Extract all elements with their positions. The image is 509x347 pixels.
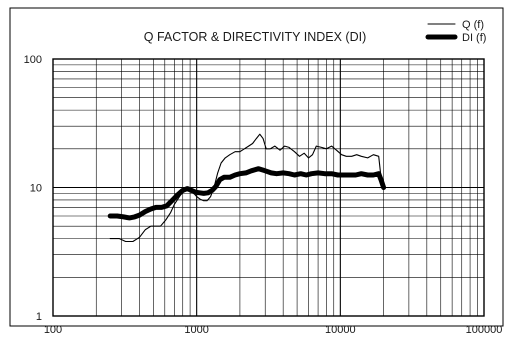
plot-area-border [52, 58, 485, 317]
chart-title: Q FACTOR & DIRECTIVITY INDEX (DI) [144, 30, 366, 44]
x-tick-label: 10000 [325, 324, 356, 336]
outer-frame [9, 7, 504, 327]
series-line-2 [107, 166, 387, 221]
x-tick-label: 100000 [466, 324, 503, 336]
y-tick-label: 100 [24, 54, 42, 66]
y-tick-label: 10 [30, 183, 42, 195]
x-tick-label: 1000 [184, 324, 208, 336]
series-layer [107, 133, 387, 243]
series-line-1 [109, 133, 385, 243]
legend: Q (f)DI (f) [425, 19, 486, 44]
legend-label: DI (f) [462, 32, 486, 44]
tick-labels: 100 1000 10000 100000 100 10 1 [24, 54, 503, 336]
x-tick-label: 100 [44, 324, 62, 336]
grid [53, 59, 484, 316]
legend-label: Q (f) [462, 19, 484, 31]
y-tick-label: 1 [36, 311, 42, 323]
